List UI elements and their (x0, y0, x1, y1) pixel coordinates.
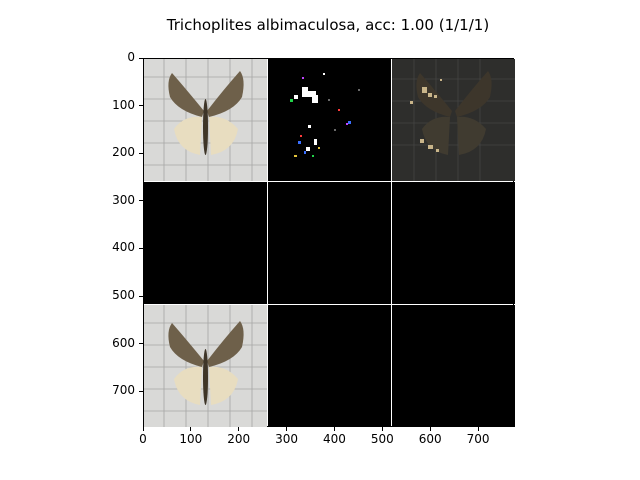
panel-original-top (144, 59, 267, 181)
y-tick-label: 400 (112, 240, 135, 255)
y-tick-mark (139, 105, 143, 107)
moth-photo-bottom (144, 305, 267, 427)
x-tick-mark (142, 427, 144, 431)
x-tick-mark (429, 427, 431, 431)
x-tick-mark (286, 427, 288, 431)
moth-photo-top (144, 59, 267, 181)
x-tick-label: 100 (179, 432, 203, 446)
y-tick-mark (139, 152, 143, 154)
x-tick-label: 0 (139, 432, 147, 446)
y-tick-label: 0 (127, 50, 135, 64)
x-tick-mark (477, 427, 479, 431)
x-tick-mark (381, 427, 383, 431)
grid-separator (391, 59, 392, 426)
y-tick-mark (139, 390, 143, 392)
image-grid-axes (143, 58, 515, 427)
x-tick-mark (190, 427, 192, 431)
saliency-pixels (268, 59, 391, 181)
grid-separator (144, 304, 513, 305)
y-tick-label: 100 (112, 97, 135, 112)
grid-separator (267, 59, 268, 426)
panel-masked-overlay (392, 59, 515, 181)
y-tick-mark (139, 295, 143, 297)
y-tick-label: 700 (112, 383, 135, 398)
x-tick-label: 400 (323, 432, 346, 446)
panel-empty (392, 182, 515, 304)
grid-separator (144, 181, 513, 182)
panel-original-bottom (144, 305, 267, 427)
panel-empty (268, 182, 391, 304)
panel-saliency-map (268, 59, 391, 181)
figure-title: Trichoplites albimaculosa, acc: 1.00 (1/… (166, 16, 490, 34)
x-tick-label: 500 (370, 432, 394, 446)
x-tick-label: 600 (418, 432, 442, 446)
x-tick-label: 200 (227, 432, 251, 446)
panel-empty (144, 182, 267, 304)
panel-empty (268, 305, 391, 427)
panel-empty (392, 305, 515, 427)
y-tick-mark (139, 57, 143, 59)
masked-moth (392, 59, 515, 181)
y-tick-label: 600 (112, 335, 135, 350)
y-tick-mark (139, 200, 143, 202)
x-tick-mark (333, 427, 335, 431)
y-tick-mark (139, 247, 143, 249)
x-tick-label: 300 (275, 432, 299, 446)
x-tick-label: 700 (466, 432, 490, 446)
y-tick-mark (139, 343, 143, 345)
x-tick-mark (238, 427, 240, 431)
y-tick-label: 200 (112, 145, 135, 160)
y-tick-label: 500 (112, 288, 135, 303)
y-tick-label: 300 (112, 192, 135, 207)
